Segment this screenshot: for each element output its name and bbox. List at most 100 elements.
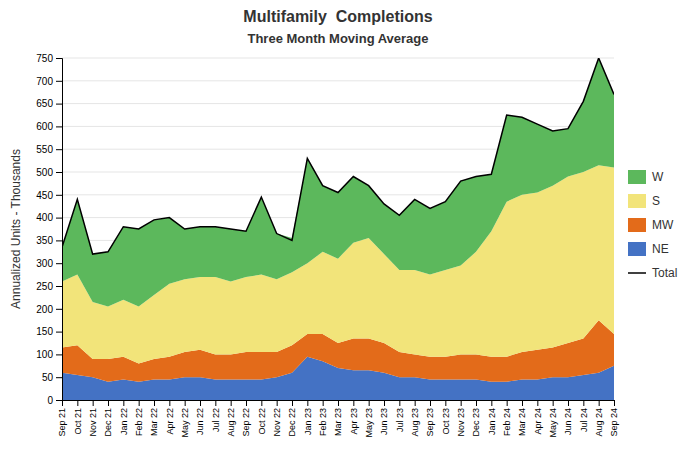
x-tick-mark xyxy=(507,400,508,406)
x-tick-label: Mar 22 xyxy=(149,408,159,436)
legend-swatch xyxy=(628,194,646,208)
x-tick: Feb 22 xyxy=(134,400,144,436)
y-tick-label: 100 xyxy=(36,349,53,360)
y-tick-mark xyxy=(56,286,62,287)
y-tick: 0 xyxy=(47,395,62,406)
x-tick-label: Sep 22 xyxy=(241,408,251,437)
x-tick: Jan 24 xyxy=(487,400,497,435)
x-tick-label: May 23 xyxy=(364,408,374,438)
x-tick: Sep 21 xyxy=(57,400,67,437)
x-tick-label: Feb 22 xyxy=(134,408,144,436)
x-tick: Oct 23 xyxy=(441,400,451,435)
x-tick-mark xyxy=(307,400,308,406)
y-tick-mark xyxy=(56,126,62,127)
x-tick: May 22 xyxy=(180,400,190,438)
x-tick-label: Oct 23 xyxy=(441,408,451,435)
x-tick-mark xyxy=(522,400,523,406)
title: Multifamily Completions xyxy=(243,8,432,25)
legend: WS MW NE Total xyxy=(628,170,677,280)
legend-item: Total xyxy=(628,266,677,280)
grid xyxy=(62,58,614,400)
x-tick-label: Jun 24 xyxy=(563,408,573,435)
x-tick-mark xyxy=(200,400,201,406)
x-tick: Aug 24 xyxy=(594,400,604,437)
y-tick-label: 0 xyxy=(47,395,53,406)
x-tick-label: Jul 23 xyxy=(395,408,405,432)
y-tick-label: 750 xyxy=(36,53,53,64)
y-tick-label: 300 xyxy=(36,258,53,269)
y-tick-mark xyxy=(56,149,62,150)
x-tick-mark xyxy=(215,400,216,406)
x-tick: May 23 xyxy=(364,400,374,438)
chart-container: 0501001502002503003504004505005506006507… xyxy=(0,0,696,450)
x-tick-label: Aug 24 xyxy=(594,408,604,437)
x-tick-mark xyxy=(445,400,446,406)
x-tick: Dec 23 xyxy=(471,400,481,437)
x-tick-mark xyxy=(461,400,462,406)
legend-swatch xyxy=(628,242,646,256)
x-tick-mark xyxy=(399,400,400,406)
y-tick: 750 xyxy=(36,53,62,64)
x-tick-label: Dec 23 xyxy=(471,408,481,437)
y-tick: 450 xyxy=(36,190,62,201)
x-axis-line xyxy=(63,401,615,407)
y-tick: 500 xyxy=(36,167,62,178)
x-tick-label: Jan 24 xyxy=(487,408,497,435)
x-tick: Dec 21 xyxy=(103,400,113,437)
x-tick: Jun 24 xyxy=(563,400,573,435)
y-tick: 600 xyxy=(36,121,62,132)
legend-label: MW xyxy=(652,218,674,232)
y-tick-label: 150 xyxy=(36,326,53,337)
y-tick-label: 250 xyxy=(36,281,53,292)
x-tick: Apr 24 xyxy=(533,400,543,435)
y-tick: 50 xyxy=(42,372,62,383)
legend-item: NE xyxy=(628,242,669,256)
x-tick: Jul 22 xyxy=(211,400,221,432)
x-tick: Mar 22 xyxy=(149,400,159,436)
x-tick: Sep 24 xyxy=(609,400,619,437)
x-tick: Sep 22 xyxy=(241,400,251,437)
x-tick-mark xyxy=(353,400,354,406)
y-tick: 300 xyxy=(36,258,62,269)
y-tick-mark xyxy=(56,195,62,196)
y-tick-mark xyxy=(56,377,62,378)
legend-label: Total xyxy=(652,266,677,280)
x-tick-mark xyxy=(415,400,416,406)
x-tick-label: Sep 23 xyxy=(425,408,435,437)
x-tick: Nov 22 xyxy=(272,400,282,437)
x-tick-mark xyxy=(246,400,247,406)
y-tick: 550 xyxy=(36,144,62,155)
y-tick: 100 xyxy=(36,349,62,360)
y-tick-label: 650 xyxy=(36,98,53,109)
legend-label: W xyxy=(652,170,664,184)
x-tick-label: Nov 21 xyxy=(88,408,98,437)
x-tick-label: Jul 24 xyxy=(579,408,589,432)
legend-item: MW xyxy=(628,218,674,232)
x-tick-mark xyxy=(430,400,431,406)
x-tick: Jan 23 xyxy=(303,400,313,435)
y-tick-mark xyxy=(56,172,62,173)
x-tick-label: Dec 21 xyxy=(103,408,113,437)
y-tick-mark xyxy=(56,332,62,333)
x-tick-mark xyxy=(108,400,109,406)
y-tick-mark xyxy=(56,309,62,310)
y-tick-label: 400 xyxy=(36,212,53,223)
x-tick-mark xyxy=(185,400,186,406)
x-tick-mark xyxy=(231,400,232,406)
x-tick-mark xyxy=(77,400,78,406)
x-tick-label: Nov 22 xyxy=(272,408,282,437)
grid-line xyxy=(62,80,614,81)
x-tick: Jul 23 xyxy=(395,400,405,432)
y-tick: 400 xyxy=(36,212,62,223)
x-tick-mark xyxy=(476,400,477,406)
y-tick-mark xyxy=(56,218,62,219)
y-tick: 350 xyxy=(36,235,62,246)
x-tick: Nov 21 xyxy=(88,400,98,437)
legend-label: S xyxy=(652,194,660,208)
x-tick-label: Aug 23 xyxy=(410,408,420,437)
x-tick: Mar 23 xyxy=(333,400,343,436)
x-tick: Jun 22 xyxy=(195,400,205,435)
legend-swatch xyxy=(628,272,646,274)
grid-line xyxy=(62,58,614,59)
x-tick-mark xyxy=(292,400,293,406)
